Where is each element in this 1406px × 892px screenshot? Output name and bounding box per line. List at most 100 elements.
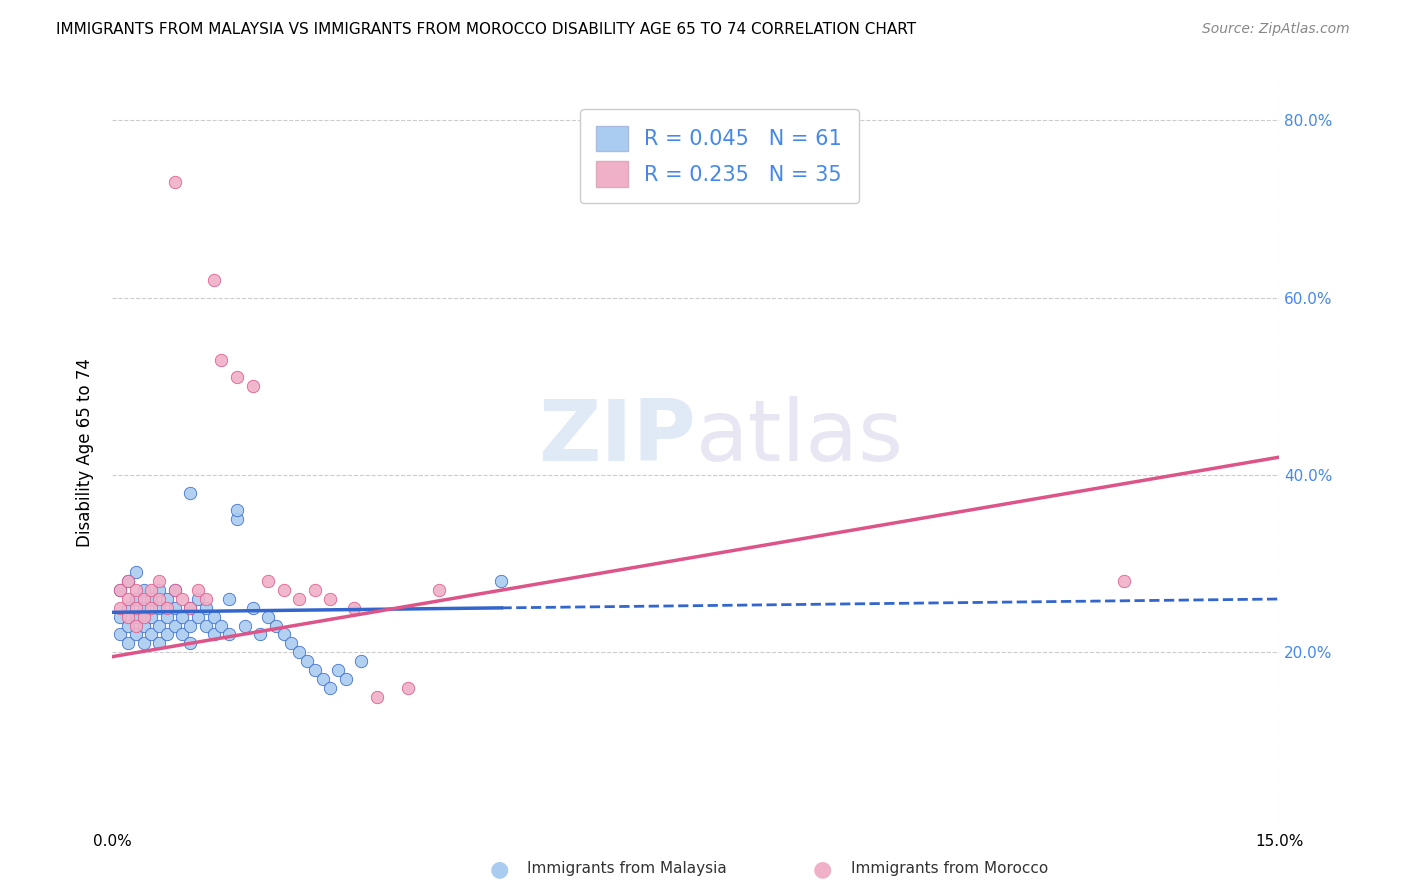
Point (132, 636, 155, 650)
Point (163, 583, 186, 598)
Point (172, 592, 194, 607)
Point (125, 627, 148, 641)
Point (288, 645, 311, 659)
Point (110, 583, 132, 598)
Point (125, 600, 148, 615)
Point (218, 627, 240, 641)
Point (249, 627, 271, 641)
Point (163, 600, 186, 615)
Point (179, 485, 201, 500)
Point (226, 370, 249, 384)
Point (187, 609, 209, 624)
Point (117, 592, 139, 607)
Point (264, 618, 287, 632)
Point (132, 583, 155, 598)
Point (319, 592, 342, 607)
Text: atlas: atlas (696, 396, 904, 479)
Point (226, 512, 249, 526)
Point (202, 273, 225, 287)
Y-axis label: Disability Age 65 to 74: Disability Age 65 to 74 (76, 359, 94, 547)
Point (187, 592, 209, 607)
Point (163, 583, 186, 598)
Point (209, 352, 232, 367)
Legend: R = 0.045   N = 61, R = 0.235   N = 35: R = 0.045 N = 61, R = 0.235 N = 35 (579, 109, 859, 203)
Point (242, 600, 264, 615)
Point (343, 600, 366, 615)
Text: Source: ZipAtlas.com: Source: ZipAtlas.com (1202, 22, 1350, 37)
Point (141, 600, 163, 615)
Point (148, 583, 170, 598)
Point (179, 636, 201, 650)
Point (117, 574, 139, 589)
Point (396, 681, 419, 695)
Point (187, 583, 209, 598)
Point (125, 566, 148, 580)
Point (491, 574, 513, 589)
Point (148, 636, 170, 650)
Point (194, 618, 217, 632)
Point (132, 600, 155, 615)
Point (148, 592, 170, 607)
Point (273, 627, 295, 641)
Point (110, 627, 132, 641)
Point (132, 618, 155, 632)
Point (132, 609, 155, 624)
Point (194, 592, 217, 607)
Point (141, 609, 163, 624)
Point (156, 592, 179, 607)
Point (226, 503, 249, 517)
Point (273, 583, 295, 598)
Point (1112, 574, 1135, 589)
Point (427, 583, 450, 598)
Point (125, 618, 148, 632)
Point (304, 663, 326, 677)
Point (366, 690, 388, 704)
Point (117, 636, 139, 650)
Point (125, 592, 148, 607)
Point (335, 672, 357, 686)
Point (117, 600, 139, 615)
Text: ZIP: ZIP (538, 396, 696, 479)
Text: Immigrants from Malaysia: Immigrants from Malaysia (527, 862, 727, 876)
Point (311, 672, 333, 686)
Point (110, 600, 132, 615)
Point (117, 609, 139, 624)
Point (194, 600, 217, 615)
Point (141, 627, 163, 641)
Point (326, 663, 349, 677)
Point (163, 618, 186, 632)
Point (202, 627, 225, 641)
Point (257, 609, 280, 624)
Point (233, 618, 256, 632)
Point (125, 609, 148, 624)
Point (202, 609, 225, 624)
Point (148, 618, 170, 632)
Point (209, 618, 232, 632)
Text: Immigrants from Morocco: Immigrants from Morocco (851, 862, 1047, 876)
Point (179, 600, 201, 615)
Point (172, 627, 194, 641)
Point (295, 654, 318, 668)
Point (280, 636, 302, 650)
Point (125, 583, 148, 598)
Point (110, 583, 132, 598)
Point (148, 600, 170, 615)
Point (132, 592, 155, 607)
Point (304, 583, 326, 598)
Point (141, 583, 163, 598)
Point (288, 592, 311, 607)
Point (163, 175, 186, 189)
Point (257, 574, 280, 589)
Text: ●: ● (489, 859, 509, 879)
Text: IMMIGRANTS FROM MALAYSIA VS IMMIGRANTS FROM MOROCCO DISABILITY AGE 65 TO 74 CORR: IMMIGRANTS FROM MALAYSIA VS IMMIGRANTS F… (56, 22, 917, 37)
Point (110, 609, 132, 624)
Point (117, 618, 139, 632)
Point (179, 600, 201, 615)
Point (141, 592, 163, 607)
Point (218, 592, 240, 607)
Point (117, 574, 139, 589)
Point (148, 574, 170, 589)
Text: ●: ● (813, 859, 832, 879)
Point (179, 618, 201, 632)
Point (156, 627, 179, 641)
